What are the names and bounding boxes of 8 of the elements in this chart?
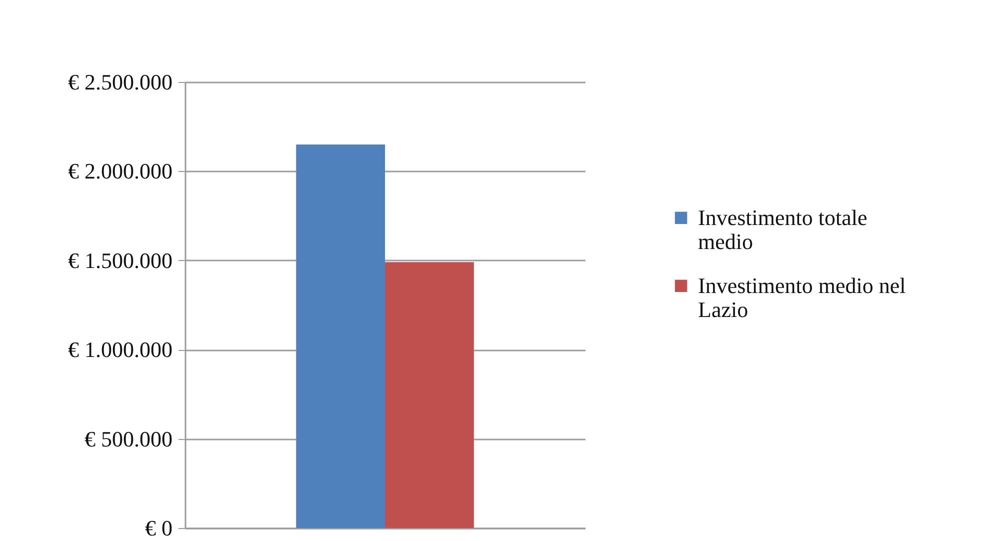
y-tick-label: € 1.000.000 [68,337,172,362]
y-tick-label: € 0 [145,516,172,540]
y-tick-label: € 2.000.000 [68,158,172,184]
legend-label: Investimento totale medio [698,204,868,254]
y-tick-label: € 1.500.000 [68,248,172,273]
y-tick-label: € 500.000 [84,426,172,452]
legend-label: Investimento medio nel Lazio [698,272,906,322]
y-tick-label: € 2.500.000 [68,70,172,94]
